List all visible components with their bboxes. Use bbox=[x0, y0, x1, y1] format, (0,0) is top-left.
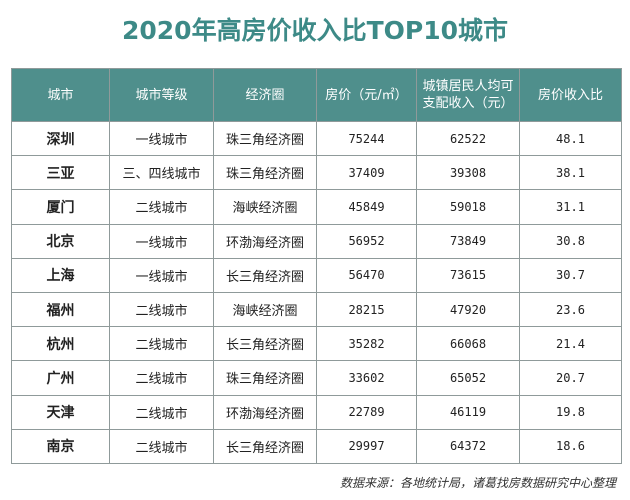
cell-economic-zone: 长三角经济圈 bbox=[213, 326, 317, 362]
cell-economic-zone: 海峡经济圈 bbox=[213, 291, 317, 328]
cell-city: 天津 bbox=[11, 394, 110, 430]
cell-city: 福州 bbox=[11, 291, 110, 328]
column-header-disposable-income: 城镇居民人均可支配收入（元） bbox=[416, 68, 520, 122]
column-header-city-tier: 城市等级 bbox=[109, 68, 214, 122]
cell-city: 杭州 bbox=[11, 326, 110, 362]
cell-house-price: 75244 bbox=[316, 120, 417, 157]
cell-price-income-ratio: 21.4 bbox=[519, 326, 622, 362]
table-row: 杭州 二线城市 长三角经济圈 35282 66068 21.4 bbox=[11, 326, 622, 362]
table-row: 天津 二线城市 环渤海经济圈 22789 46119 19.8 bbox=[11, 394, 622, 430]
cell-city-tier: 三、四线城市 bbox=[109, 155, 214, 191]
cell-disposable-income: 73849 bbox=[416, 223, 520, 259]
cell-house-price: 28215 bbox=[316, 291, 417, 328]
column-header-house-price: 房价（元/㎡） bbox=[316, 68, 417, 122]
cell-house-price: 56952 bbox=[316, 223, 417, 259]
table-row: 北京 一线城市 环渤海经济圈 56952 73849 30.8 bbox=[11, 223, 622, 259]
cell-price-income-ratio: 38.1 bbox=[519, 155, 622, 191]
cell-economic-zone: 环渤海经济圈 bbox=[213, 394, 317, 430]
cell-economic-zone: 环渤海经济圈 bbox=[213, 223, 317, 259]
cell-city-tier: 二线城市 bbox=[109, 428, 214, 464]
cell-price-income-ratio: 31.1 bbox=[519, 189, 622, 225]
column-header-price-income-ratio: 房价收入比 bbox=[519, 68, 622, 122]
cell-house-price: 56470 bbox=[316, 257, 417, 293]
cell-house-price: 35282 bbox=[316, 326, 417, 362]
cell-city-tier: 二线城市 bbox=[109, 326, 214, 362]
table-body: 深圳 一线城市 珠三角经济圈 75244 62522 48.1 三亚 三、四线城市 珠三角经济圈… bbox=[11, 120, 622, 464]
cell-city: 三亚 bbox=[11, 155, 110, 191]
cell-city-tier: 二线城市 bbox=[109, 394, 214, 430]
cell-house-price: 29997 bbox=[316, 428, 417, 464]
cell-house-price: 22789 bbox=[316, 394, 417, 430]
cell-economic-zone: 长三角经济圈 bbox=[213, 428, 317, 464]
cell-city: 厦门 bbox=[11, 189, 110, 225]
cell-disposable-income: 39308 bbox=[416, 155, 520, 191]
column-header-city: 城市 bbox=[11, 68, 110, 122]
cell-city-tier: 一线城市 bbox=[109, 223, 214, 259]
cell-price-income-ratio: 19.8 bbox=[519, 394, 622, 430]
table-row: 深圳 一线城市 珠三角经济圈 75244 62522 48.1 bbox=[11, 120, 622, 157]
cell-house-price: 45849 bbox=[316, 189, 417, 225]
chart-title: 2020年高房价收入比TOP10城市 bbox=[122, 16, 508, 45]
cell-city-tier: 一线城市 bbox=[109, 257, 214, 293]
cell-city-tier: 一线城市 bbox=[109, 120, 214, 157]
cell-economic-zone: 珠三角经济圈 bbox=[213, 360, 317, 396]
cell-disposable-income: 46119 bbox=[416, 394, 520, 430]
cell-disposable-income: 62522 bbox=[416, 120, 520, 157]
cell-city-tier: 二线城市 bbox=[109, 189, 214, 225]
cell-house-price: 33602 bbox=[316, 360, 417, 396]
cell-disposable-income: 66068 bbox=[416, 326, 520, 362]
table-row: 上海 一线城市 长三角经济圈 56470 73615 30.7 bbox=[11, 257, 622, 293]
source-note: 数据来源：各地统计局，诸葛找房数据研究中心整理 bbox=[339, 476, 616, 490]
table-row: 厦门 二线城市 海峡经济圈 45849 59018 31.1 bbox=[11, 189, 622, 225]
cell-economic-zone: 珠三角经济圈 bbox=[213, 155, 317, 191]
cell-disposable-income: 47920 bbox=[416, 291, 520, 328]
table-row: 南京 二线城市 长三角经济圈 29997 64372 18.6 bbox=[11, 428, 622, 464]
cell-price-income-ratio: 30.8 bbox=[519, 223, 622, 259]
table-header-row: 城市 城市等级 经济圈 房价（元/㎡） 城镇居民人均可支配收入（元） 房价收入比 bbox=[11, 68, 622, 122]
cell-economic-zone: 珠三角经济圈 bbox=[213, 120, 317, 157]
cell-economic-zone: 长三角经济圈 bbox=[213, 257, 317, 293]
cell-city: 广州 bbox=[11, 360, 110, 396]
data-table: 城市 城市等级 经济圈 房价（元/㎡） 城镇居民人均可支配收入（元） 房价收入比… bbox=[11, 68, 622, 464]
column-header-economic-zone: 经济圈 bbox=[213, 68, 317, 122]
cell-city: 南京 bbox=[11, 428, 110, 464]
cell-price-income-ratio: 48.1 bbox=[519, 120, 622, 157]
table-row: 三亚 三、四线城市 珠三角经济圈 37409 39308 38.1 bbox=[11, 155, 622, 191]
cell-disposable-income: 65052 bbox=[416, 360, 520, 396]
cell-city-tier: 二线城市 bbox=[109, 291, 214, 328]
cell-house-price: 37409 bbox=[316, 155, 417, 191]
cell-price-income-ratio: 18.6 bbox=[519, 428, 622, 464]
cell-price-income-ratio: 20.7 bbox=[519, 360, 622, 396]
cell-city: 深圳 bbox=[11, 120, 110, 157]
cell-city: 北京 bbox=[11, 223, 110, 259]
table-row: 福州 二线城市 海峡经济圈 28215 47920 23.6 bbox=[11, 291, 622, 328]
cell-city-tier: 二线城市 bbox=[109, 360, 214, 396]
cell-price-income-ratio: 30.7 bbox=[519, 257, 622, 293]
table-row: 广州 二线城市 珠三角经济圈 33602 65052 20.7 bbox=[11, 360, 622, 396]
cell-disposable-income: 73615 bbox=[416, 257, 520, 293]
cell-disposable-income: 59018 bbox=[416, 189, 520, 225]
cell-price-income-ratio: 23.6 bbox=[519, 291, 622, 328]
cell-disposable-income: 64372 bbox=[416, 428, 520, 464]
cell-city: 上海 bbox=[11, 257, 110, 293]
cell-economic-zone: 海峡经济圈 bbox=[213, 189, 317, 225]
